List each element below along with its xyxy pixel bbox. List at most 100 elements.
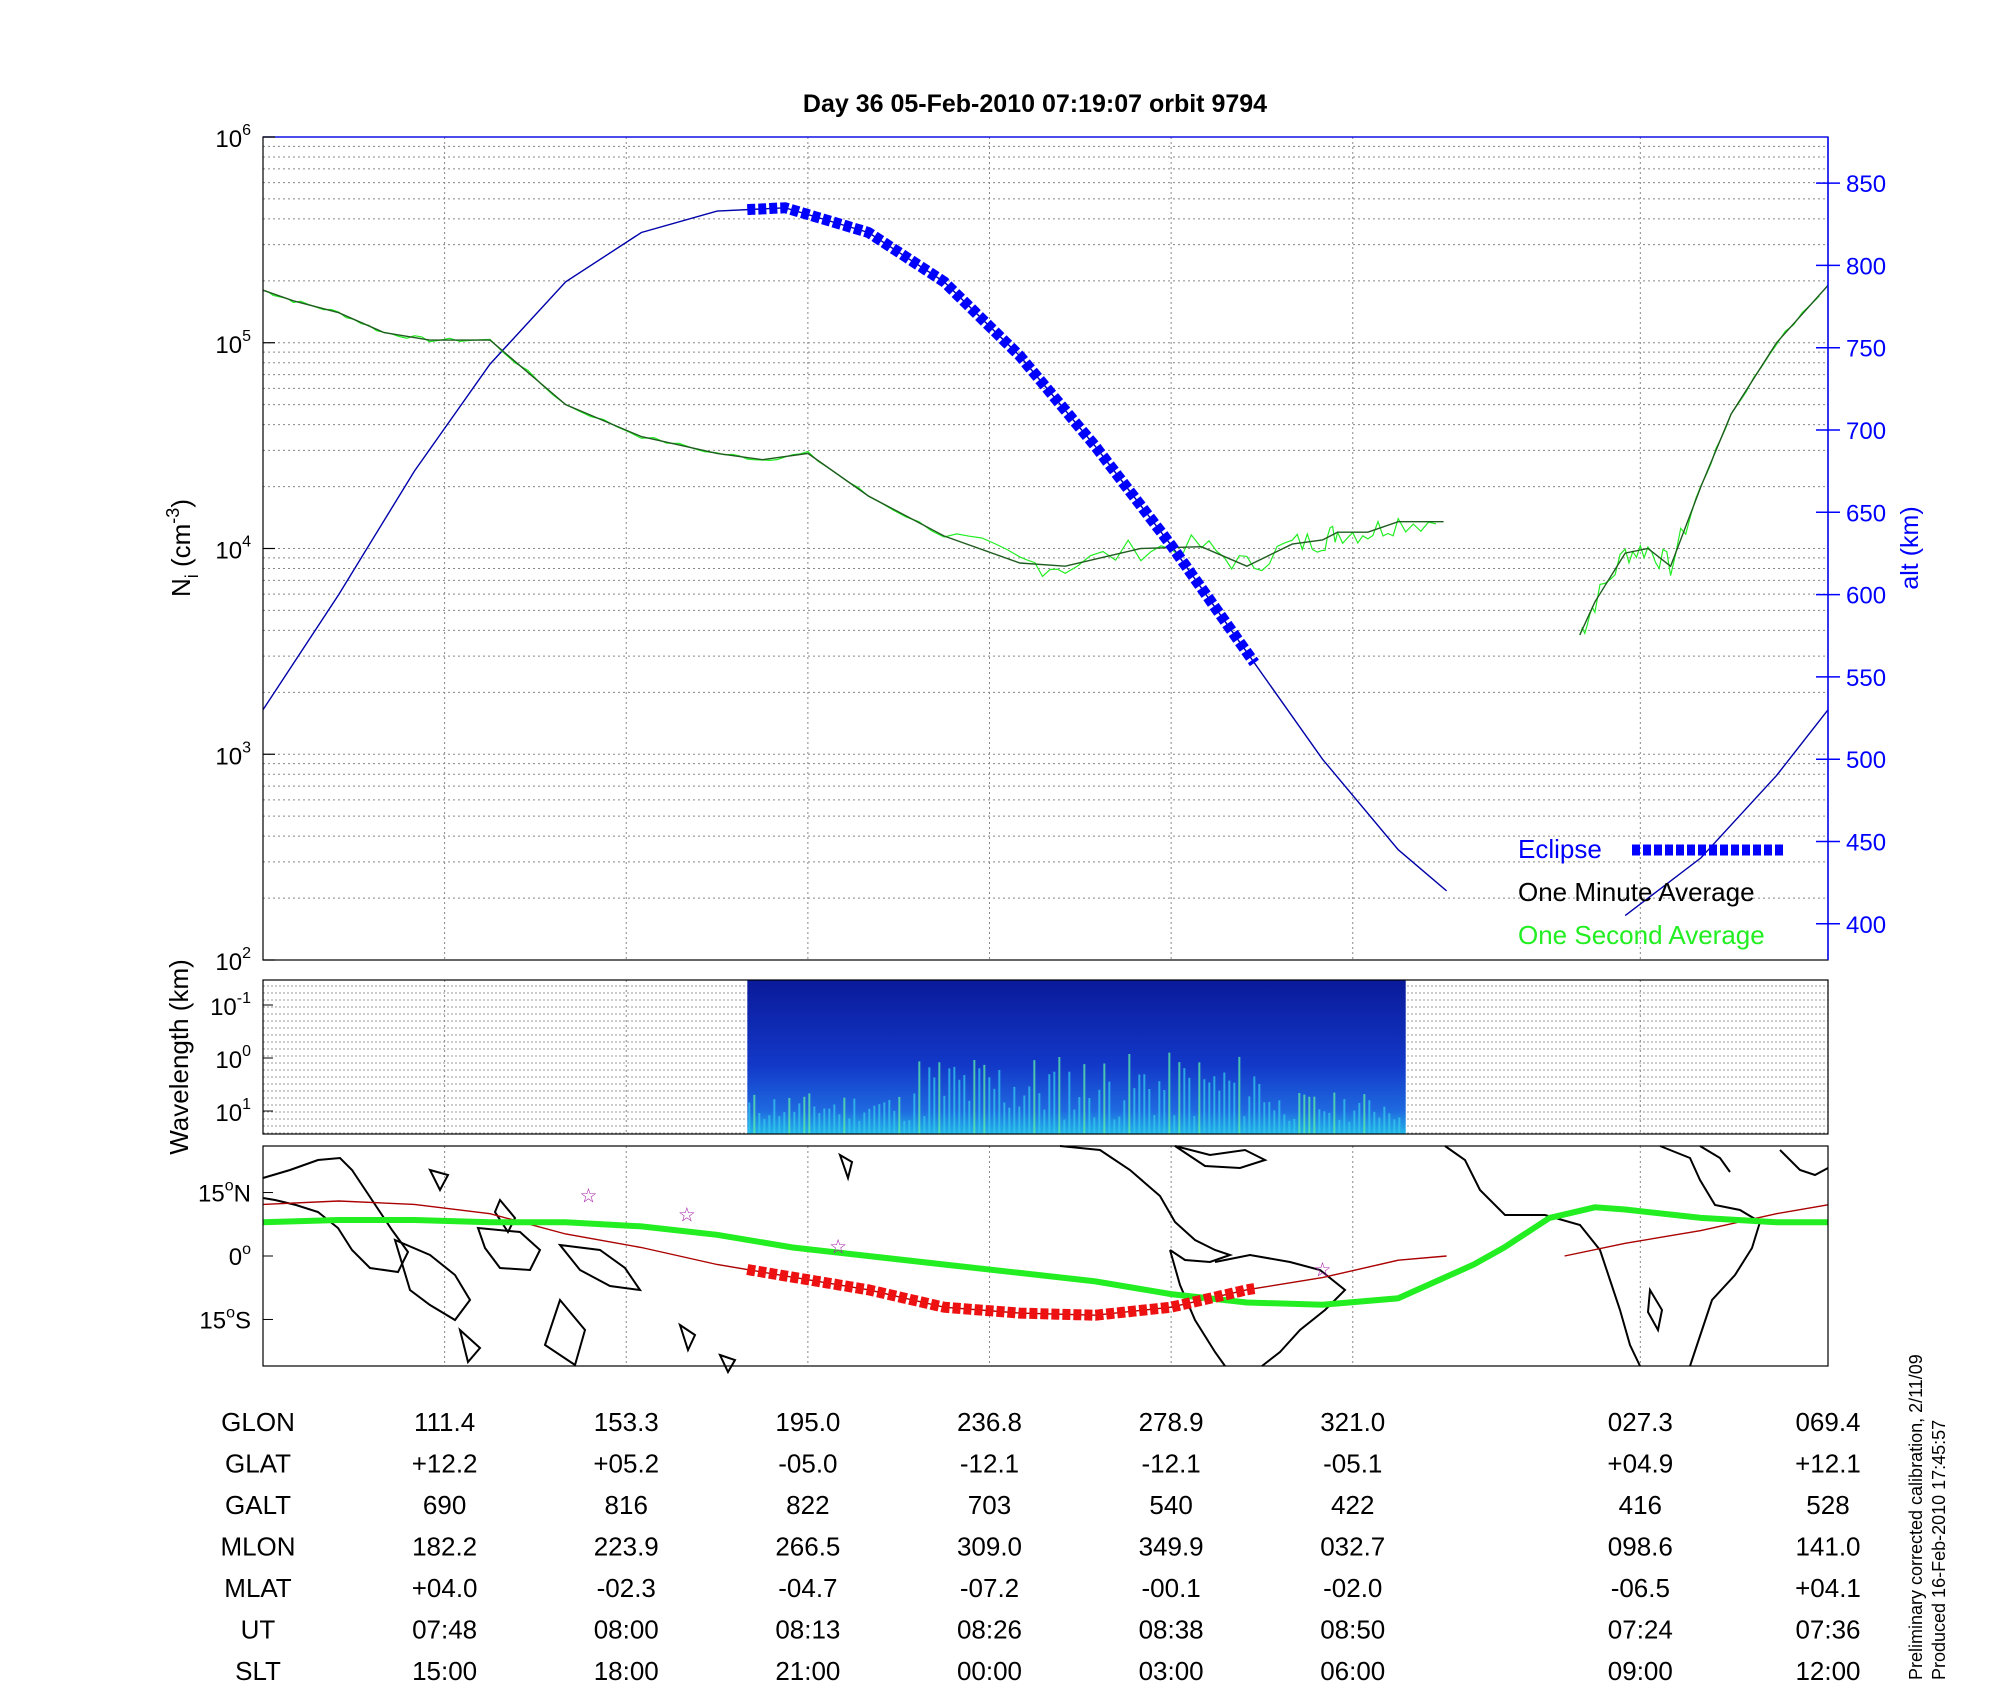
map-tick-label: 15oN: [198, 1178, 251, 1208]
table-cell: -05.1: [1323, 1449, 1382, 1479]
table-cell: -04.7: [778, 1573, 837, 1603]
table-cell: 07:24: [1608, 1615, 1673, 1645]
density-panel: 102 103 104 105 106 400 450 500 550 600 650 700 750…: [163, 122, 1924, 976]
density-tick-label: 102: [215, 945, 251, 976]
table-row-label: GLAT: [225, 1449, 291, 1479]
table-cell: 309.0: [957, 1532, 1022, 1562]
table-cell: 027.3: [1608, 1407, 1673, 1437]
spectrogram-y-ticks: 10-1 100 101: [210, 990, 273, 1127]
produced-note: Produced 16-Feb-2010 17:45:57: [1929, 1420, 1949, 1680]
table-row-label: GLON: [221, 1407, 295, 1437]
table-row-label: MLAT: [224, 1573, 292, 1603]
table-cell: 816: [605, 1490, 648, 1520]
chart-title: Day 36 05-Feb-2010 07:19:07 orbit 9794: [803, 90, 1267, 118]
altitude-line: [262, 207, 1448, 892]
table-cell: -00.1: [1141, 1573, 1200, 1603]
legend: Eclipse One Minute Average One Second Aver…: [1518, 834, 1783, 950]
table-cell: 278.9: [1139, 1407, 1204, 1437]
density-data: [262, 202, 1829, 917]
spectrogram-panel: 10-1 100 101 Wavelength (km): [164, 959, 1829, 1155]
coastlines: [262, 1145, 1829, 1375]
spectrogram-tick-label: 100: [215, 1043, 251, 1074]
table-cell: +04.1: [1795, 1573, 1861, 1603]
altitude-tick-label: 650: [1846, 500, 1886, 527]
table-cell: 153.3: [594, 1407, 659, 1437]
table-cell: -12.1: [1141, 1449, 1200, 1479]
altitude-tick-label: 550: [1846, 665, 1886, 692]
legend-label: Eclipse: [1518, 834, 1602, 864]
table-cell: -12.1: [960, 1449, 1019, 1479]
table-cell: 00:00: [957, 1656, 1022, 1686]
table-cell: 321.0: [1320, 1407, 1385, 1437]
one-second-average-line-segment: [1579, 295, 1820, 636]
one-minute-average-line-segment: [1579, 284, 1829, 636]
table-cell: 08:13: [775, 1615, 840, 1645]
table-cell: +12.2: [412, 1449, 478, 1479]
density-y-label-text: Ni (cm-3): [163, 499, 202, 597]
one-minute-average-line: [262, 289, 1444, 567]
table-cell: 236.8: [957, 1407, 1022, 1437]
table-cell: 223.9: [594, 1532, 659, 1562]
table-cell: 822: [786, 1490, 829, 1520]
altitude-tick-label: 750: [1846, 336, 1886, 363]
table-cell: 069.4: [1795, 1407, 1860, 1437]
altitude-tick-label: 850: [1846, 171, 1886, 198]
density-tick-label: 103: [215, 739, 251, 770]
station-star-icon: ☆: [829, 1236, 847, 1258]
table-cell: 422: [1331, 1490, 1374, 1520]
table-cell: 08:00: [594, 1615, 659, 1645]
altitude-tick-label: 400: [1846, 912, 1886, 939]
one-second-average-line: [262, 289, 1437, 578]
altitude-line-segment: [1624, 709, 1829, 917]
table-cell: -06.5: [1611, 1573, 1670, 1603]
table-cell: -05.0: [778, 1449, 837, 1479]
table-cell: 08:50: [1320, 1615, 1385, 1645]
calibration-note: Preliminary corrected calibration, 2/11/…: [1906, 1354, 1926, 1680]
map-panel: ☆ ☆ ☆ ☆ 15oN 0o 15oS: [198, 1145, 1829, 1375]
altitude-tick-label: 600: [1846, 583, 1886, 610]
table-cell: 416: [1619, 1490, 1662, 1520]
table-cell: 266.5: [775, 1532, 840, 1562]
table-cell: 540: [1149, 1490, 1192, 1520]
spectrogram-tick-label: 101: [215, 1096, 251, 1127]
map-tick-label: 15oS: [199, 1304, 251, 1334]
density-y-label: Ni (cm-3): [163, 499, 202, 597]
table-cell: 15:00: [412, 1656, 477, 1686]
table-cell: 21:00: [775, 1656, 840, 1686]
table-cell: 182.2: [412, 1532, 477, 1562]
altitude-tick-label: 700: [1846, 418, 1886, 445]
altitude-y-ticks: 400 450 500 550 600 650 700 750 800 850: [1816, 171, 1886, 939]
table-cell: 032.7: [1320, 1532, 1385, 1562]
table-cell: 111.4: [414, 1407, 475, 1437]
legend-label: One Minute Average: [1518, 877, 1755, 907]
map-grid: [444, 1146, 1641, 1366]
table-row-label: UT: [241, 1615, 276, 1645]
table-cell: +12.1: [1795, 1449, 1861, 1479]
table-cell: 03:00: [1139, 1656, 1204, 1686]
table-cell: 690: [423, 1490, 466, 1520]
station-star-icon: ☆: [579, 1186, 597, 1208]
density-tick-label: 105: [215, 328, 251, 359]
table-row-label: MLON: [220, 1532, 295, 1562]
table-cell: 195.0: [775, 1407, 840, 1437]
table-cell: 12:00: [1795, 1656, 1860, 1686]
table-cell: -02.0: [1323, 1573, 1382, 1603]
station-star-icon: ☆: [1314, 1260, 1332, 1282]
table-cell: 08:26: [957, 1615, 1022, 1645]
altitude-y-label: alt (km): [1896, 506, 1924, 589]
density-tick-label: 106: [215, 122, 251, 153]
map-data: ☆ ☆ ☆ ☆: [262, 1186, 1829, 1321]
spectrogram-frame: [262, 979, 1829, 1135]
altitude-tick-label: 800: [1846, 253, 1886, 280]
magnetic-equator-line: [262, 1204, 1828, 1308]
table-cell: 349.9: [1139, 1532, 1204, 1562]
spectrogram-y-label: Wavelength (km): [164, 959, 194, 1155]
spectrogram-image: [747, 980, 1406, 1134]
table-row-label: SLT: [235, 1656, 281, 1686]
density-grid: [263, 137, 1828, 960]
density-y-ticks: 102 103 104 105 106: [215, 122, 275, 976]
table-cell: 528: [1806, 1490, 1849, 1520]
table-cell: 703: [968, 1490, 1011, 1520]
station-star-icon: ☆: [678, 1205, 696, 1227]
table-cell: 06:00: [1320, 1656, 1385, 1686]
